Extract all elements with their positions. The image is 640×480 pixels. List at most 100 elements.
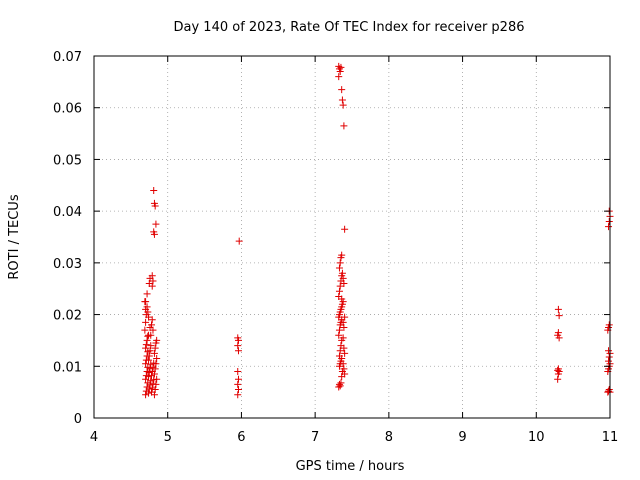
x-tick-label: 9 xyxy=(458,430,466,445)
data-point xyxy=(149,380,157,388)
grid-lines xyxy=(94,56,610,418)
data-point xyxy=(335,380,343,388)
data-point xyxy=(336,282,344,290)
x-tick-label: 8 xyxy=(385,430,393,445)
data-point xyxy=(340,122,348,130)
data-point xyxy=(338,86,346,94)
data-point xyxy=(340,280,348,288)
data-point xyxy=(234,391,242,399)
data-point xyxy=(335,352,343,360)
data-point xyxy=(336,347,344,355)
data-point xyxy=(234,386,242,394)
data-point xyxy=(605,347,613,355)
data-point xyxy=(147,372,155,380)
data-point xyxy=(554,305,562,313)
data-point xyxy=(145,352,153,360)
chart-title: Day 140 of 2023, Rate Of TEC Index for r… xyxy=(174,20,525,35)
data-point xyxy=(153,375,161,383)
data-point xyxy=(340,324,348,331)
y-tick-label: 0.05 xyxy=(53,153,82,168)
data-point xyxy=(336,382,344,390)
y-tick-label: 0.07 xyxy=(53,50,82,65)
data-point xyxy=(338,96,346,104)
data-point xyxy=(150,349,158,357)
data-point xyxy=(234,347,242,355)
data-point xyxy=(152,380,160,388)
data-point xyxy=(153,336,161,344)
data-point xyxy=(605,357,613,365)
data-point xyxy=(341,349,349,357)
data-point xyxy=(150,186,158,194)
data-point xyxy=(148,316,156,324)
x-axis-label: GPS time / hours xyxy=(296,459,405,474)
data-point xyxy=(339,318,347,326)
data-point xyxy=(235,237,243,245)
data-point xyxy=(151,202,159,210)
data-point xyxy=(143,336,151,344)
data-point xyxy=(335,287,343,295)
y-tick-label: 0.03 xyxy=(53,257,82,272)
data-point xyxy=(605,321,613,329)
data-point xyxy=(337,63,345,71)
x-tick-label: 6 xyxy=(237,430,245,445)
data-point xyxy=(338,295,346,303)
y-tick-label: 0.02 xyxy=(53,309,82,324)
data-point xyxy=(339,274,347,282)
data-point xyxy=(142,318,150,326)
y-tick-label: 0.06 xyxy=(53,102,82,117)
data-point xyxy=(148,272,156,280)
data-point xyxy=(335,264,343,272)
data-point xyxy=(145,373,153,381)
data-point xyxy=(339,101,347,109)
data-point xyxy=(234,380,242,388)
data-point xyxy=(335,326,343,334)
y-tick-label: 0.04 xyxy=(53,205,82,220)
data-point xyxy=(335,331,343,339)
data-point xyxy=(142,341,150,349)
data-point xyxy=(341,225,349,233)
data-point xyxy=(150,370,158,378)
data-point xyxy=(151,365,159,373)
x-tick-label: 10 xyxy=(528,430,545,445)
data-point xyxy=(152,220,160,228)
data-point xyxy=(149,277,157,285)
x-tick-label: 4 xyxy=(90,430,98,445)
data-point xyxy=(142,391,150,399)
data-point xyxy=(338,269,346,277)
data-point xyxy=(234,334,242,342)
y-tick-label: 0 xyxy=(74,412,82,427)
data-point xyxy=(147,342,155,350)
data-point xyxy=(336,68,344,76)
data-point xyxy=(148,282,156,290)
x-tick-label: 7 xyxy=(311,430,319,445)
data-point xyxy=(142,344,150,352)
data-point xyxy=(605,223,613,231)
data-point xyxy=(554,375,562,383)
y-tick-label: 0.01 xyxy=(53,360,82,375)
data-point xyxy=(605,217,613,225)
data-point xyxy=(554,329,562,337)
data-point xyxy=(605,387,613,395)
plot-frame xyxy=(93,55,611,419)
data-point xyxy=(145,313,153,321)
data-point xyxy=(145,356,153,364)
data-point xyxy=(149,326,157,334)
x-tick-label: 5 xyxy=(164,430,172,445)
data-point xyxy=(153,355,161,363)
axis-ticks: 4 5 6 7 8 9 10 11 0 0.01 0.02 0.03 0.04 0.05 0.06 0.07 xyxy=(53,50,618,445)
data-point xyxy=(142,305,150,313)
data-point xyxy=(141,298,149,306)
data-point xyxy=(146,347,154,355)
y-axis-label: ROTI / TECUs xyxy=(7,194,22,279)
data-point xyxy=(234,367,242,375)
data-point xyxy=(151,386,159,394)
data-point xyxy=(142,360,150,368)
data-point xyxy=(339,334,347,342)
data-point xyxy=(340,365,348,373)
data-points xyxy=(141,62,614,399)
data-point xyxy=(147,321,155,329)
data-point xyxy=(150,391,158,399)
x-tick-label: 11 xyxy=(602,430,619,445)
data-point xyxy=(335,73,343,81)
